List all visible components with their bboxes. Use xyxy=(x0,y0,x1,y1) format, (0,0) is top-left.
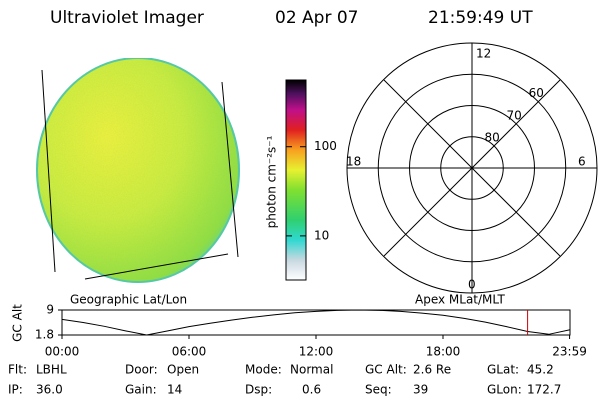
info-value: 39 xyxy=(413,383,428,397)
info-value: 36.0 xyxy=(36,383,63,397)
time: 21:59:49 UT xyxy=(428,8,533,28)
lat-ring xyxy=(377,73,567,263)
info-label: Mode: xyxy=(245,363,282,377)
colorbar-tick-label: 10 xyxy=(314,228,329,242)
info-value: 45.2 xyxy=(527,363,554,377)
info-value: Open xyxy=(167,363,199,377)
info-label: Seq: xyxy=(365,383,392,397)
info-value: 0.6 xyxy=(302,383,321,397)
x-tick-label: 12:00 xyxy=(299,345,334,359)
info-value: 2.6 Re xyxy=(413,363,451,377)
lat-label: 80 xyxy=(484,130,499,144)
info-label: Dsp: xyxy=(245,383,272,397)
info-label: GLon: xyxy=(487,383,522,397)
date: 02 Apr 07 xyxy=(275,8,358,28)
info-label: Flt: xyxy=(8,363,27,377)
colorbar-tick-label: 100 xyxy=(314,139,337,153)
polar-plot xyxy=(346,42,598,294)
earth-disc xyxy=(36,58,240,283)
info-value: Normal xyxy=(290,363,333,377)
alt-frame xyxy=(61,309,571,336)
y-tick-label: 9 xyxy=(46,303,54,317)
x-tick-label: 06:00 xyxy=(172,345,207,359)
grid-lines xyxy=(41,69,239,280)
info-label: GC Alt: xyxy=(365,363,407,377)
y-axis-label: GC Alt xyxy=(11,304,25,342)
mlt-label: 12 xyxy=(476,47,491,61)
x-tick-label: 23:59 xyxy=(552,345,587,359)
colorbar xyxy=(285,79,307,281)
image-caption: Geographic Lat/Lon xyxy=(70,293,187,307)
lat-ring xyxy=(440,136,504,200)
lat-ring xyxy=(409,105,535,231)
info-label: IP: xyxy=(8,383,23,397)
alt-line xyxy=(61,309,571,336)
y-tick-label: 1.8 xyxy=(35,328,54,342)
uv-image xyxy=(36,58,240,283)
info-value: LBHL xyxy=(36,363,67,377)
info-label: Door: xyxy=(125,363,158,377)
info-label: GLat: xyxy=(487,363,519,377)
colorbar-label: photon cm⁻²s⁻¹ xyxy=(265,135,279,228)
lat-label: 70 xyxy=(507,108,522,122)
lat-label: 60 xyxy=(529,86,544,100)
title: Ultraviolet Imager xyxy=(50,8,204,28)
mlt-label: 6 xyxy=(578,155,586,169)
polar-caption: Apex MLat/MLT xyxy=(415,293,505,307)
x-tick-label: 00:00 xyxy=(45,345,80,359)
info-label: Gain: xyxy=(125,383,157,397)
mlt-label: 18 xyxy=(346,155,361,169)
info-value: 172.7 xyxy=(527,383,561,397)
x-tick-label: 18:00 xyxy=(426,345,461,359)
info-value: 14 xyxy=(167,383,182,397)
mlt-label: 0 xyxy=(468,278,476,292)
